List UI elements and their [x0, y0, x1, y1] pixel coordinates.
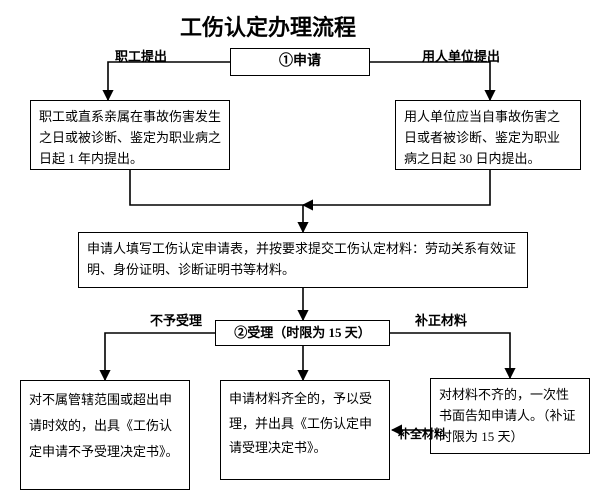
- edge-label-employee: 职工提出: [115, 46, 167, 65]
- page-title: 工伤认定办理流程: [180, 10, 356, 42]
- edge-label-reject: 不予受理: [150, 310, 202, 329]
- node-proceed: 申请材料齐全的，予以受理，并出具《工伤认定申请受理决定书》。: [220, 380, 390, 480]
- node-apply: ①申请: [230, 48, 370, 76]
- node-emp-left: 职工或直系亲属在事故伤害发生之日或被诊断、鉴定为职业病之日起 1 年内提出。: [30, 100, 230, 170]
- node-emp-right: 用人单位应当自事故伤害之日或者被诊断、鉴定为职业病之日起 30 日内提出。: [395, 100, 581, 170]
- node-reject: 对不属管辖范围或超出申请时效的，出具《工伤认定申请不予受理决定书》。: [20, 380, 190, 490]
- edge-label-supplement-2: 补全材料: [398, 425, 446, 442]
- node-materials: 申请人填写工伤认定申请表，并按要求提交工伤认定材料：劳动关系有效证明、身份证明、…: [78, 232, 528, 288]
- node-accept: ②受理（时限为 15 天）: [215, 320, 390, 346]
- edge-label-employer: 用人单位提出: [422, 46, 500, 65]
- edge-label-supplement: 补正材料: [415, 310, 467, 329]
- node-supplement: 对材料不齐的，一次性书面告知申请人。（补证时限为 15 天）: [430, 378, 590, 454]
